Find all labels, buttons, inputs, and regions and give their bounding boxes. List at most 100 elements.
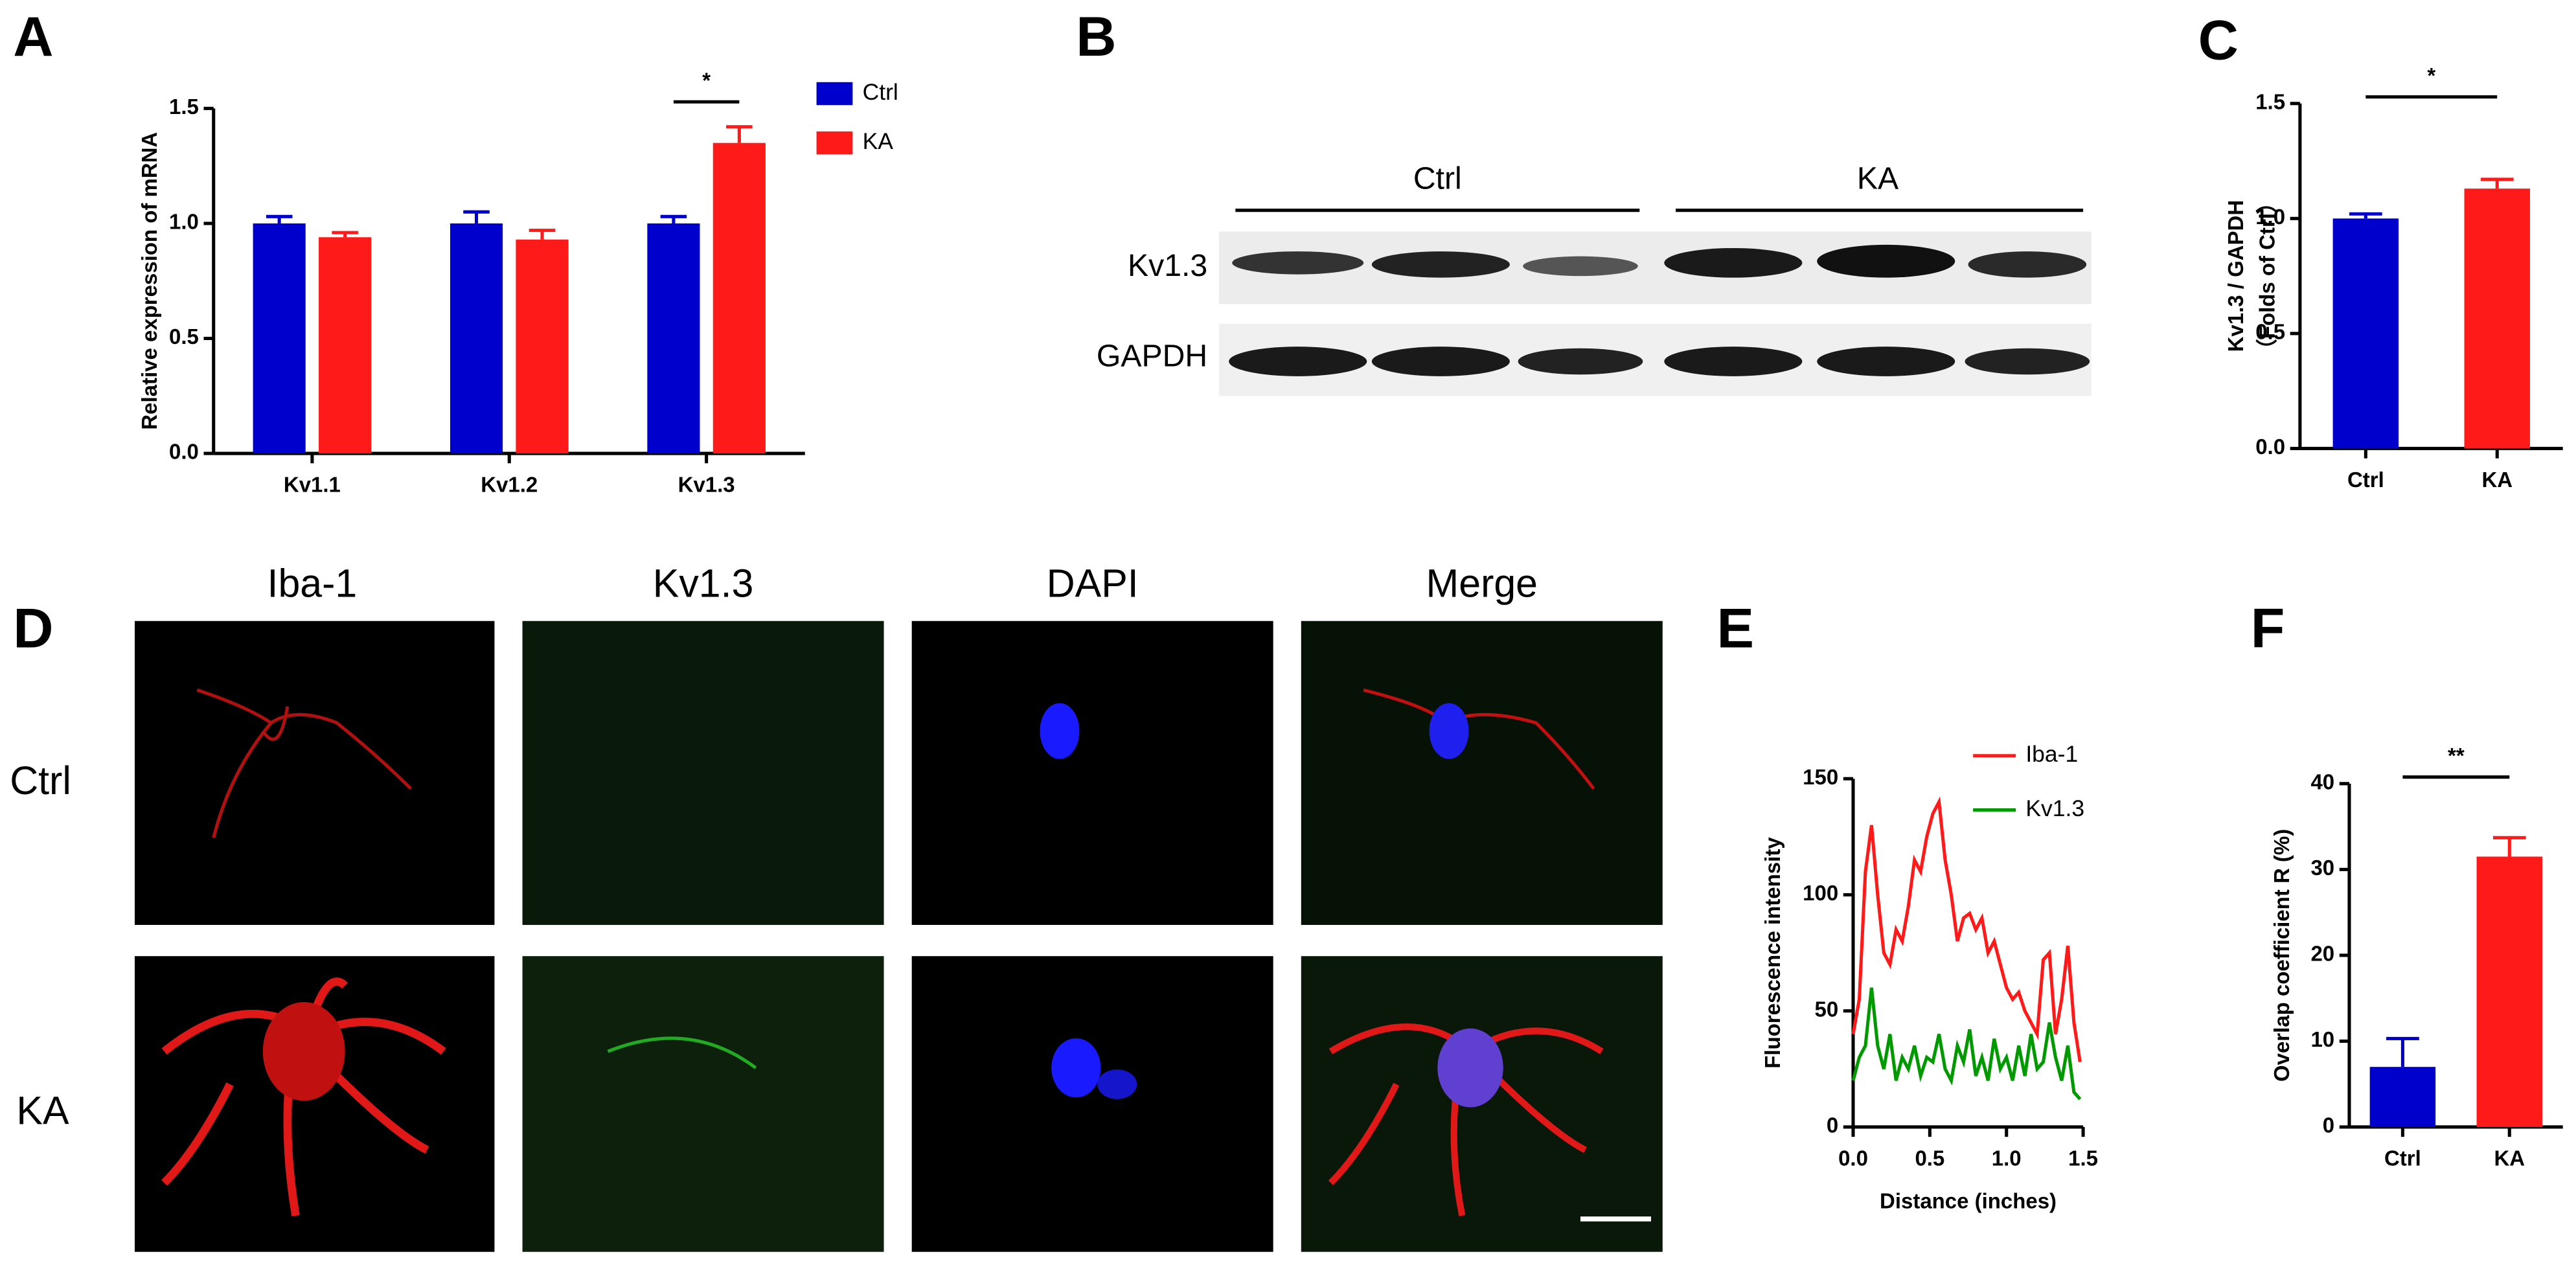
bar — [450, 223, 503, 454]
significance: * — [702, 69, 711, 93]
y-axis-label: Kv1.3 / GAPDH — [2224, 200, 2248, 352]
bar — [712, 142, 766, 454]
panel-label: D — [13, 597, 53, 659]
signal — [607, 1036, 757, 1069]
line — [1851, 987, 2082, 1100]
panel-label: C — [2198, 9, 2239, 71]
y-tick-label: 0.5 — [169, 325, 199, 348]
significance: ** — [2448, 744, 2465, 768]
micrographs: Iba-1 Kv1.3 DAPI Merge Ctrl KA — [10, 562, 1663, 1252]
image — [134, 956, 495, 1252]
band — [1518, 348, 1643, 375]
significance: * — [2427, 63, 2435, 87]
bar — [2332, 218, 2399, 449]
x-tick-label: Ctrl — [2347, 468, 2384, 492]
blot-row: GAPDH — [1097, 339, 1207, 374]
y-axis-label: Fluorescence intensity — [1761, 837, 1784, 1069]
x-axis-label: Distance (inches) — [1880, 1189, 2057, 1213]
panel-label: A — [13, 6, 53, 68]
bar — [2476, 856, 2543, 1127]
y-tick-label: 100 — [1803, 881, 1838, 905]
bar — [319, 237, 372, 454]
band — [1232, 251, 1364, 275]
x-tick-label: Ctrl — [2384, 1146, 2421, 1170]
y-tick-label: 0 — [2323, 1113, 2334, 1137]
column-label: Kv1.3 — [653, 562, 754, 606]
bar — [647, 223, 700, 454]
legend-label: Kv1.3 — [2025, 795, 2084, 821]
panel-label: F — [2251, 597, 2285, 659]
row-label: Ctrl — [10, 758, 71, 803]
x-tick-label: Kv1.1 — [284, 472, 341, 496]
x-tick-label: 1.0 — [1992, 1146, 2022, 1170]
blot-group: KA — [1857, 161, 1899, 196]
legend-swatch — [816, 131, 853, 155]
legend-label: KA — [863, 128, 894, 154]
legend-label: Ctrl — [863, 79, 898, 105]
y-tick-label: 0 — [1827, 1113, 1838, 1137]
column-label: Merge — [1426, 562, 1538, 606]
x-tick-label: KA — [2481, 468, 2513, 492]
bar — [253, 223, 306, 454]
cell — [1363, 688, 1595, 790]
band — [1664, 347, 1803, 376]
bar — [516, 239, 569, 454]
panel-label: E — [1716, 597, 1754, 659]
y-tick-label: 50 — [1815, 997, 1839, 1021]
y-tick-label: 0.0 — [2255, 435, 2285, 459]
image — [522, 621, 884, 925]
y-axis-label: Relative expression of mRNA — [137, 132, 161, 430]
band — [1371, 347, 1510, 376]
x-tick-label: KA — [2494, 1146, 2525, 1170]
y-tick-label: 1.5 — [169, 95, 199, 119]
band — [1371, 251, 1510, 278]
x-tick-label: 0.5 — [1915, 1146, 1944, 1170]
blot-row: Kv1.3 — [1128, 248, 1207, 283]
band — [1664, 247, 1803, 278]
nucleus — [1437, 1028, 1503, 1108]
band — [1965, 348, 2090, 375]
image — [1301, 621, 1663, 925]
y-tick-label: 10 — [2310, 1027, 2334, 1051]
band — [1523, 256, 1638, 277]
y-tick-label: 40 — [2310, 770, 2334, 794]
image — [522, 956, 884, 1252]
x-tick-label: Kv1.2 — [481, 472, 538, 496]
y-tick-label: 30 — [2310, 856, 2334, 880]
line — [1851, 796, 2082, 1062]
y-tick-label: 1.0 — [169, 210, 199, 234]
legend-label: Iba-1 — [2025, 741, 2078, 767]
x-tick-label: 0.0 — [1838, 1146, 1868, 1170]
y-tick-label: 1.5 — [2255, 89, 2285, 113]
y-tick-label: 20 — [2310, 942, 2334, 966]
blot: Ctrl KA Kv1.3 GAPDH — [1097, 161, 2092, 396]
row-label: KA — [16, 1089, 69, 1133]
panel-label: B — [1076, 6, 1116, 68]
x-tick-label: Kv1.3 — [678, 472, 735, 496]
nucleus — [1051, 1038, 1101, 1098]
band — [1817, 347, 1955, 376]
band — [1229, 347, 1367, 376]
image — [911, 621, 1273, 925]
y-tick-label: 150 — [1803, 765, 1838, 789]
y-tick-label: 0.5 — [2255, 320, 2285, 344]
column-label: DAPI — [1047, 562, 1139, 606]
y-axis-label: Overlap coefficient R (%) — [2270, 829, 2294, 1082]
y-tick-label: 1.0 — [2255, 205, 2285, 229]
blot-group: Ctrl — [1413, 161, 1462, 196]
nucleus — [1429, 703, 1469, 759]
y-tick-label: 0.0 — [169, 440, 199, 464]
x-tick-label: 1.5 — [2068, 1146, 2098, 1170]
y-axis-label: （Folds of Ctrl） — [2255, 192, 2279, 360]
nucleus — [1097, 1069, 1137, 1099]
band — [1968, 251, 2087, 278]
legend-swatch — [816, 82, 853, 106]
bar — [2464, 188, 2530, 449]
cell-body — [262, 1002, 345, 1101]
band — [1817, 244, 1955, 278]
column-label: Iba-1 — [268, 562, 358, 606]
image — [134, 621, 495, 925]
bar — [2369, 1067, 2436, 1127]
image — [911, 956, 1273, 1252]
